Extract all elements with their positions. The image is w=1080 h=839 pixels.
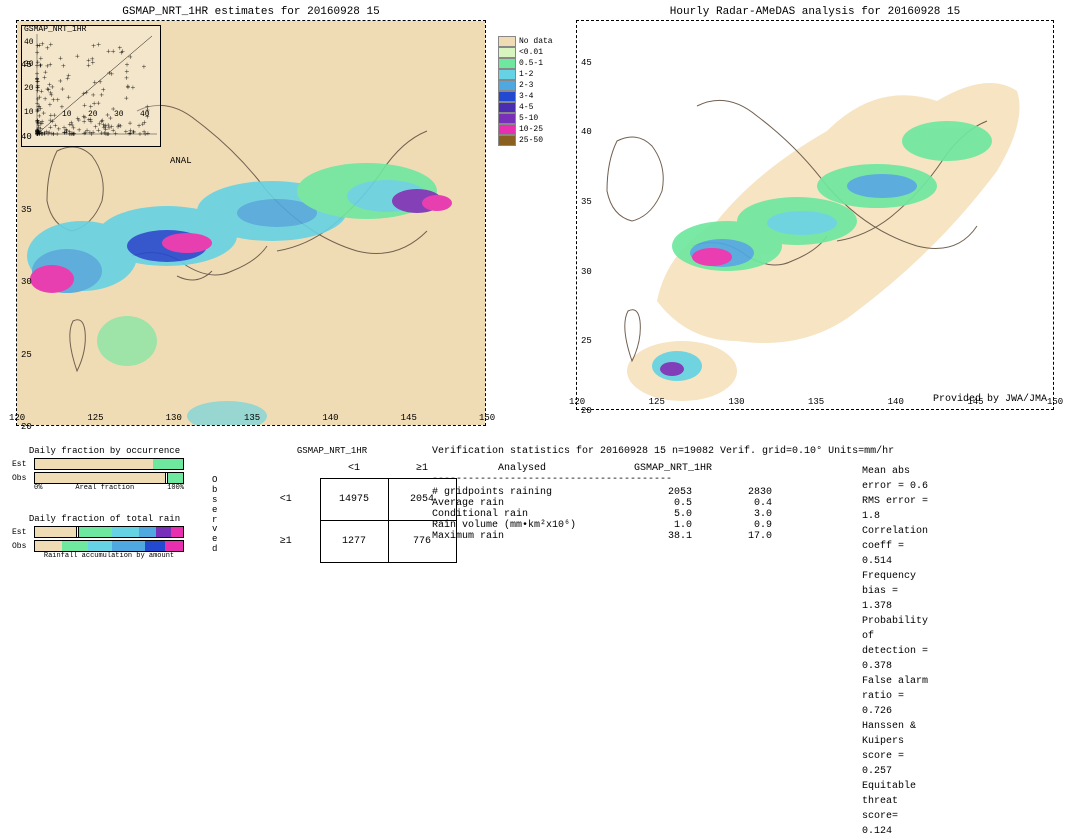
- legend-item: 4-5: [498, 102, 553, 113]
- stats-metric: Probability of detection = 0.378: [862, 614, 928, 674]
- contingency-table: GSMAP_NRT_1HR <1 ≥1 <1 14975 2054 ≥1 127…: [252, 446, 457, 563]
- axis-tick: 35: [21, 205, 32, 215]
- stats-row: Conditional rain5.03.0: [432, 509, 894, 520]
- axis-tick: 145: [401, 413, 417, 423]
- axis-tick: 45: [21, 60, 32, 70]
- credit-label: Provided by JWA/JMA: [933, 394, 1047, 405]
- stats-metric: RMS error = 1.8: [862, 494, 928, 524]
- stats-row: Rain volume (mm•km²x10⁶)1.00.9: [432, 520, 894, 531]
- stats-metric: Mean abs error = 0.6: [862, 464, 928, 494]
- legend-item: 2-3: [498, 80, 553, 91]
- axis-tick: 30: [581, 267, 592, 277]
- bar-row: Est: [12, 458, 197, 470]
- bar-occurrence: Daily fraction by occurrence EstObs 0% A…: [12, 446, 197, 492]
- axis-tick: 125: [87, 413, 103, 423]
- axis-tick: 135: [808, 397, 824, 407]
- stats-row: # gridpoints raining20532830: [432, 487, 894, 498]
- bar-row: Est: [12, 526, 197, 538]
- axis-tick: 145: [967, 397, 983, 407]
- bar-totalrain: Daily fraction of total rain EstObs Rain…: [12, 514, 197, 560]
- stats-metric: Equitable threat score= 0.124: [862, 779, 928, 839]
- axis-tick: 150: [479, 413, 495, 423]
- axis-tick: 20: [21, 422, 32, 432]
- axis-tick: 140: [888, 397, 904, 407]
- legend-item: 0.5-1: [498, 58, 553, 69]
- axis-tick: 150: [1047, 397, 1063, 407]
- axis-tick: 20: [581, 406, 592, 416]
- stats-metric: False alarm ratio = 0.726: [862, 674, 928, 719]
- stats-metric: Frequency bias = 1.378: [862, 569, 928, 614]
- left-map-panel: GSMAP_NRT_1HR 10 20 30 40 10 20 30 40 AN…: [16, 20, 486, 426]
- legend-item: 1-2: [498, 69, 553, 80]
- legend-item: <0.01: [498, 47, 553, 58]
- axis-tick: 30: [21, 277, 32, 287]
- legend-item: 10-25: [498, 124, 553, 135]
- axis-tick: 45: [581, 58, 592, 68]
- left-map-title: GSMAP_NRT_1HR estimates for 20160928 15: [16, 6, 486, 18]
- stats-row: Average rain0.50.4: [432, 498, 894, 509]
- bar-row: Obs: [12, 540, 197, 552]
- stats-row: Maximum rain38.117.0: [432, 531, 894, 542]
- legend-item: No data: [498, 36, 553, 47]
- stats-metric: Hanssen & Kuipers score = 0.257: [862, 719, 928, 779]
- axis-tick: 130: [166, 413, 182, 423]
- stats-metric: Correlation coeff = 0.514: [862, 524, 928, 569]
- axis-tick: 35: [581, 197, 592, 207]
- axis-tick: 140: [322, 413, 338, 423]
- axis-tick: 135: [244, 413, 260, 423]
- colorbar-legend: No data<0.010.5-11-22-33-44-55-1010-2525…: [498, 36, 553, 146]
- bar-row: Obs: [12, 472, 197, 484]
- inset-scatter: GSMAP_NRT_1HR 10 20 30 40 10 20 30 40 AN…: [21, 25, 161, 147]
- axis-tick: 25: [21, 350, 32, 360]
- legend-item: 5-10: [498, 113, 553, 124]
- observed-label: Observed: [212, 476, 217, 555]
- axis-tick: 125: [649, 397, 665, 407]
- legend-item: 25-50: [498, 135, 553, 146]
- right-map-title: Hourly Radar-AMeDAS analysis for 2016092…: [576, 6, 1054, 18]
- axis-tick: 130: [728, 397, 744, 407]
- axis-tick: 25: [581, 336, 592, 346]
- right-map-panel: Provided by JWA/JMA 12012513013514014515…: [576, 20, 1054, 410]
- axis-tick: 40: [581, 127, 592, 137]
- legend-item: 3-4: [498, 91, 553, 102]
- verification-stats: Verification statistics for 20160928 15 …: [432, 446, 894, 542]
- axis-tick: 40: [21, 132, 32, 142]
